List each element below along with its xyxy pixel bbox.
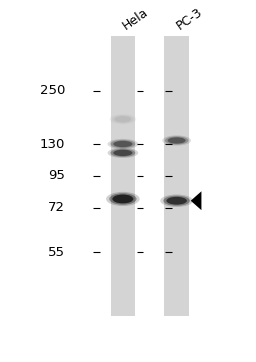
Ellipse shape [108, 148, 138, 158]
Text: 95: 95 [48, 169, 65, 182]
Ellipse shape [165, 136, 188, 145]
Ellipse shape [108, 139, 138, 149]
Ellipse shape [110, 149, 135, 157]
Polygon shape [191, 191, 201, 210]
Ellipse shape [163, 195, 190, 206]
Ellipse shape [106, 192, 140, 206]
Ellipse shape [168, 137, 186, 144]
Text: Hela: Hela [120, 5, 151, 32]
Ellipse shape [109, 193, 136, 205]
Text: 55: 55 [48, 246, 65, 258]
Ellipse shape [112, 194, 133, 203]
Text: 130: 130 [40, 138, 65, 151]
Bar [111, 36, 135, 316]
Ellipse shape [110, 114, 136, 124]
Bar [164, 36, 189, 316]
Text: 72: 72 [48, 201, 65, 214]
Text: 250: 250 [40, 84, 65, 97]
Text: PC-3: PC-3 [174, 5, 205, 32]
Ellipse shape [110, 140, 135, 148]
Ellipse shape [166, 197, 187, 205]
Ellipse shape [112, 115, 134, 123]
Ellipse shape [115, 116, 131, 122]
Ellipse shape [160, 194, 193, 207]
Ellipse shape [113, 141, 133, 147]
Ellipse shape [162, 135, 191, 146]
Ellipse shape [113, 150, 133, 156]
